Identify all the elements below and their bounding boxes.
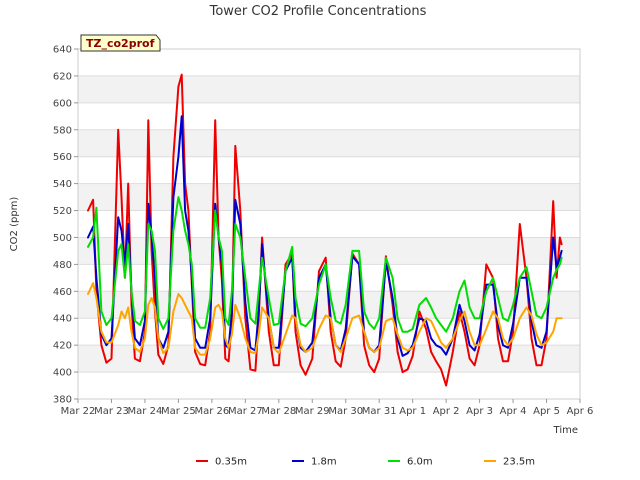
x-tick-label: Apr 4 (500, 406, 527, 417)
x-tick-label: Mar 29 (295, 406, 330, 417)
y-tick-label: 580 (53, 125, 72, 136)
plot-band (78, 345, 580, 373)
x-tick-label: Mar 31 (362, 406, 397, 417)
plot-band (78, 237, 580, 265)
x-tick-label: Mar 26 (194, 406, 229, 417)
x-tick-label: Mar 24 (128, 406, 163, 417)
x-tick-label: Apr 2 (433, 406, 460, 417)
legend: 0.35m 1.8m 6.0m 23.5m (196, 457, 535, 468)
y-tick-label: 620 (53, 71, 72, 82)
y-tick-label: 480 (53, 260, 72, 271)
gridlines (78, 48, 580, 400)
legend-label: 6.0m (407, 457, 433, 468)
x-tick-label: Mar 30 (328, 406, 363, 417)
y-tick-label: 640 (53, 45, 72, 56)
y-axis-ticks: 380 400 420 440 460 480 500 520 540 560 580 600 620 6… (53, 45, 78, 406)
y-tick-label: 380 (53, 395, 72, 406)
series-line-23_5m (87, 282, 563, 356)
y-tick-label: 600 (53, 98, 72, 109)
y-tick-label: 560 (53, 152, 72, 163)
badge-text: TZ_co2prof (86, 37, 155, 50)
plot-frame (77, 48, 581, 400)
plot-band (78, 183, 580, 211)
y-tick-label: 420 (53, 341, 72, 352)
series-line-6_0m (87, 196, 563, 333)
x-tick-label: Apr 1 (399, 406, 426, 417)
legend-label: 0.35m (215, 457, 247, 468)
x-axis-label: Time (553, 425, 578, 436)
x-tick-label: Mar 22 (61, 406, 96, 417)
x-tick-label: Apr 6 (567, 406, 594, 417)
y-tick-label: 460 (53, 287, 72, 298)
x-tick-label: Mar 23 (94, 406, 129, 417)
plot-band (78, 75, 580, 103)
y-tick-label: 520 (53, 206, 72, 217)
x-tick-label: Mar 28 (261, 406, 296, 417)
y-axis-label: CO2 (ppm) (9, 197, 20, 252)
legend-label: 1.8m (311, 457, 337, 468)
x-tick-label: Apr 5 (533, 406, 560, 417)
badge-box (80, 34, 161, 52)
plot-band (78, 129, 580, 157)
y-tick-label: 400 (53, 368, 72, 379)
chart-title: Tower CO2 Profile Concentrations (209, 4, 427, 19)
plot-background-bands (78, 75, 580, 373)
legend-label: 23.5m (503, 457, 535, 468)
x-tick-label: Mar 25 (161, 406, 196, 417)
y-tick-label: 500 (53, 233, 72, 244)
y-tick-label: 540 (53, 179, 72, 190)
y-tick-label: 440 (53, 314, 72, 325)
series-badge: TZ_co2prof (80, 34, 161, 52)
series-lines (87, 73, 563, 387)
x-tick-label: Mar 27 (228, 406, 263, 417)
x-tick-label: Apr 3 (466, 406, 493, 417)
